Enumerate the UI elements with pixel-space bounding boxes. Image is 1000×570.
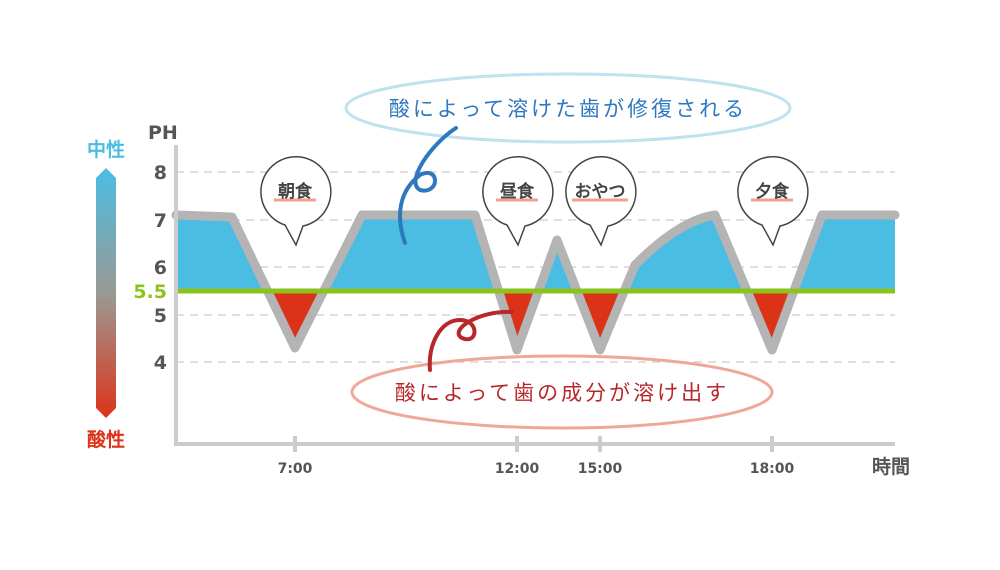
dissolve-note: 酸によって歯の成分が溶け出す: [350, 309, 774, 430]
y-tick: 4: [154, 352, 167, 374]
bubble-lunch: 昼食: [482, 155, 554, 247]
acidity-gradient-bar: [96, 168, 116, 418]
y-tick: 8: [154, 162, 167, 184]
bubble-label: 夕食: [755, 181, 790, 202]
x-tick: 12:00: [495, 461, 540, 477]
x-tick: 18:00: [750, 461, 795, 477]
bubble-snack: おやつ: [565, 155, 637, 247]
x-tick-marks: [293, 436, 774, 452]
bubble-breakfast: 朝食: [260, 155, 332, 247]
bubble-label: おやつ: [575, 182, 626, 202]
x-axis-title: 時間: [872, 456, 910, 478]
x-tick: 7:00: [278, 461, 313, 477]
x-tick: 15:00: [578, 461, 623, 477]
threshold-label: 5.5: [133, 281, 167, 303]
neutral-label: 中性: [87, 138, 125, 161]
axes: [174, 145, 895, 446]
y-tick: 7: [154, 210, 167, 232]
bubble-label: 昼食: [500, 181, 535, 202]
bubble-label: 朝食: [278, 181, 313, 202]
y-tick: 6: [154, 257, 167, 279]
y-axis-title: PH: [148, 122, 178, 144]
repair-note: 酸によって溶けた歯が修復される: [344, 72, 792, 245]
repair-note-text: 酸によって溶けた歯が修復される: [389, 97, 747, 121]
ph-curve: [171, 210, 900, 355]
acidic-label: 酸性: [87, 428, 125, 451]
dissolve-note-text: 酸によって歯の成分が溶け出す: [395, 381, 729, 405]
bubble-dinner: 夕食: [737, 155, 809, 247]
y-tick: 5: [154, 305, 167, 327]
